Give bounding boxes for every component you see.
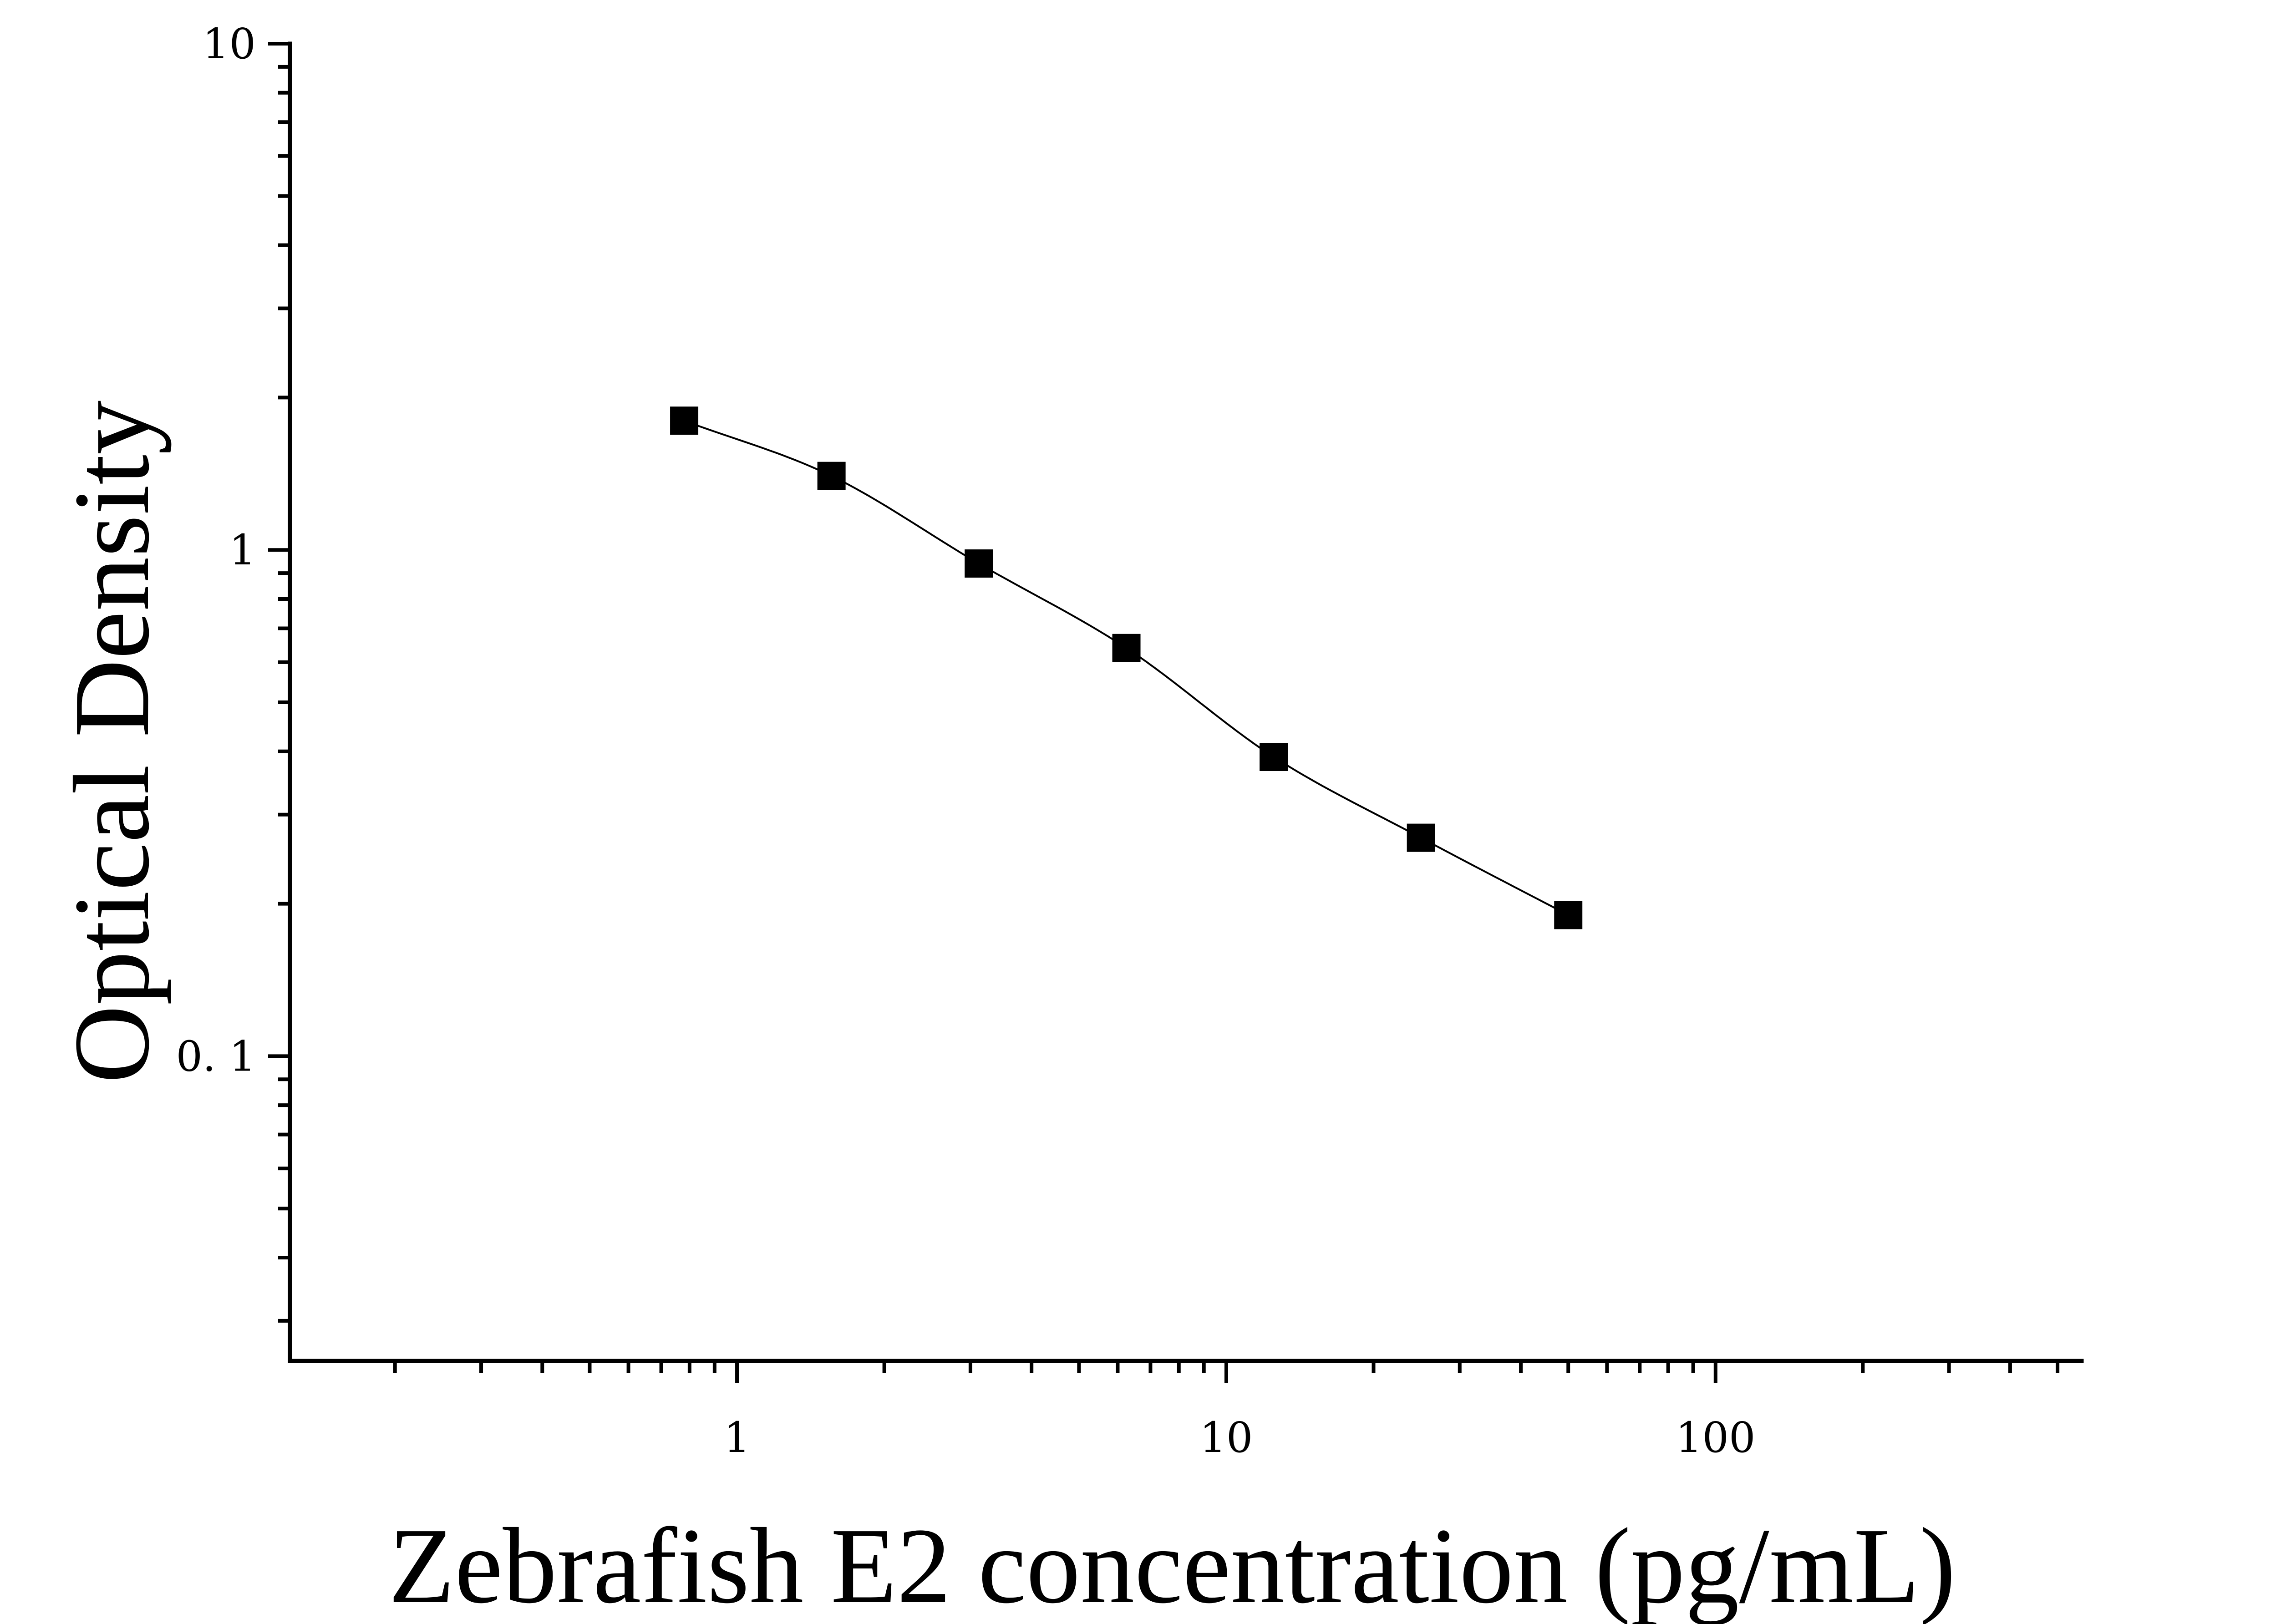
tick-labels: 1 10 100 0. 1 1 10 [176,20,1755,1462]
data-point [1260,743,1288,771]
x-tick-label: 1 [724,1413,751,1462]
x-tick-label: 100 [1676,1413,1756,1462]
axes [268,41,2084,1383]
y-tick-label: 1 [229,526,256,574]
y-tick-label: 10 [203,20,256,68]
x-axis-title: Zebrafish E2 concentration (pg/mL) [388,1506,1956,1624]
y-axis-title: Optical Density [52,401,172,1083]
data-point [1112,634,1141,662]
data-point [670,406,699,435]
data-points-layer [670,406,1583,929]
data-point [1407,823,1435,852]
data-point [965,549,993,578]
data-point [1554,901,1583,929]
y-tick-label: 0. 1 [176,1032,256,1081]
data-point [817,462,846,490]
x-tick-label: 10 [1199,1413,1253,1462]
